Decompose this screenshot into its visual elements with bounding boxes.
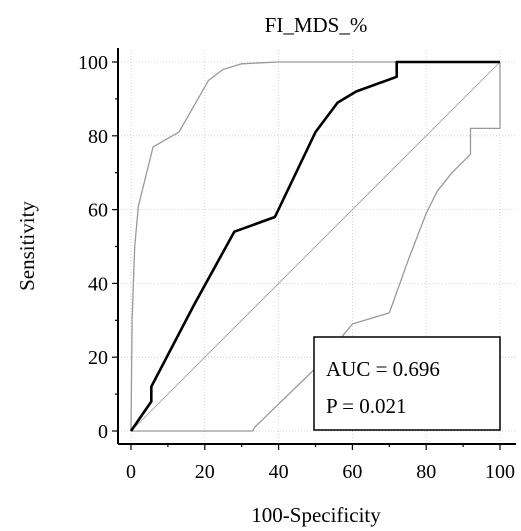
y-tick-label-100: 100 <box>78 52 108 74</box>
tick-labels: 0 20 40 60 80 100 0 20 40 60 80 100 <box>78 52 515 483</box>
x-tick-label-0: 0 <box>126 461 136 483</box>
x-tick-label-40: 40 <box>269 461 289 483</box>
tick-marks <box>112 61 501 450</box>
stats-box: AUC = 0.696 P = 0.021 <box>313 336 501 431</box>
x-tick-label-100: 100 <box>485 461 515 483</box>
lower-ci-curve <box>131 62 501 432</box>
reference-curve <box>130 61 501 432</box>
series-layer <box>129 60 501 432</box>
y-tick-label-20: 20 <box>88 347 108 369</box>
auc-label: AUC = 0.696 <box>326 357 440 381</box>
stats-box-frame <box>313 336 501 431</box>
y-tick-label-80: 80 <box>88 126 108 148</box>
upper-ci-curve <box>130 61 500 432</box>
roc-curve <box>129 60 500 432</box>
x-tick-label-80: 80 <box>416 461 436 483</box>
p-value-label: P = 0.021 <box>326 394 407 418</box>
y-tick-label-60: 60 <box>88 200 108 222</box>
chart-title: FI_MDS_% <box>265 13 368 37</box>
y-tick-label-40: 40 <box>88 273 108 295</box>
y-tick-label-0: 0 <box>98 421 108 443</box>
x-axis-label: 100-Specificity <box>251 503 381 527</box>
x-tick-label-60: 60 <box>342 461 362 483</box>
x-tick-label-20: 20 <box>195 461 215 483</box>
y-axis-label: Sensitivity <box>15 201 39 291</box>
